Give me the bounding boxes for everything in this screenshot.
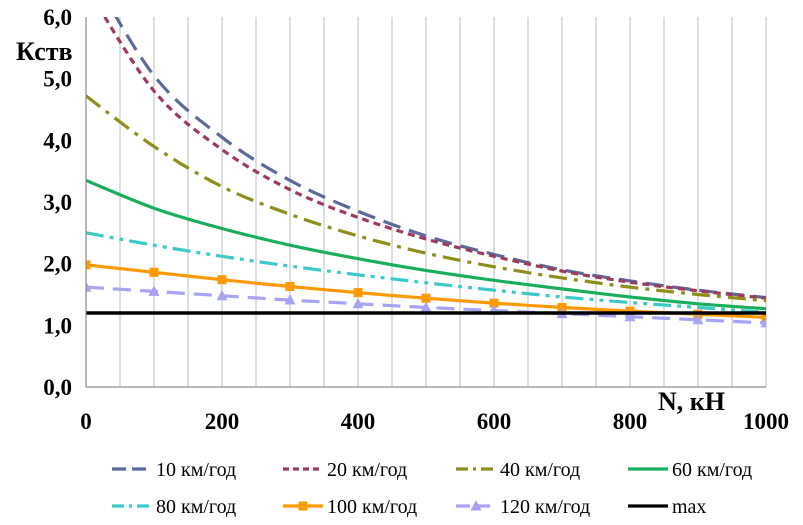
ticks: 0 200 400 600 800 1000 0,0 1,0 2,0 3,0 4,0 5,0 6,0: [43, 5, 789, 434]
series-layer: [86, 17, 766, 328]
data-point-100: [557, 302, 567, 312]
data-point-100: [86, 260, 91, 270]
legend-item-60: 60 км/год: [628, 459, 752, 481]
legend-item-100: 100 км/год: [283, 496, 417, 518]
y-tick-label: 0,0: [43, 375, 72, 400]
legend-marker: [470, 500, 482, 511]
legend-marker: [298, 501, 308, 511]
x-tick-label: 200: [205, 409, 240, 434]
y-tick-label: 5,0: [43, 67, 72, 92]
data-point-120: [420, 301, 432, 312]
axes: [85, 17, 766, 388]
legend-label: 60 км/год: [672, 459, 752, 481]
data-point-100: [421, 293, 431, 303]
data-point-100: [353, 288, 363, 298]
series-line-60: [86, 178, 766, 311]
y-tick-label: 6,0: [43, 5, 72, 30]
legend-item-120: 120 км/год: [456, 496, 590, 518]
y-tick-label: 4,0: [43, 128, 72, 153]
y-axis-label: Кств: [16, 37, 73, 66]
data-point-120: [86, 281, 92, 292]
legend-label: 20 км/год: [327, 459, 407, 481]
legend-item-10: 10 км/год: [112, 459, 236, 481]
legend: 10 км/год 20 км/год 40 км/год 60 км/год 80 к…: [112, 459, 752, 518]
legend-label: max: [672, 496, 706, 518]
legend-label: 100 км/год: [327, 496, 417, 518]
data-point-100: [489, 298, 499, 308]
data-point-120: [148, 285, 160, 296]
y-tick-label: 1,0: [43, 313, 72, 338]
data-point-120: [352, 297, 364, 309]
legend-item-80: 80 км/год: [112, 496, 236, 518]
x-axis-label: N, кН: [658, 387, 725, 416]
data-point-100: [285, 281, 295, 291]
y-tick-label: 3,0: [43, 190, 72, 215]
legend-label: 80 км/год: [156, 496, 236, 518]
y-tick-label: 2,0: [43, 252, 72, 277]
legend-label: 10 км/год: [156, 459, 236, 481]
x-tick-label: 600: [477, 409, 512, 434]
data-point-100: [761, 312, 766, 322]
x-tick-label: 800: [613, 409, 648, 434]
x-tick-label: 400: [341, 409, 376, 434]
data-point-120: [760, 316, 766, 328]
grid: [119, 17, 767, 387]
series-line-80: [86, 231, 766, 314]
data-point-120: [216, 289, 228, 301]
legend-item-40: 40 км/год: [456, 459, 580, 481]
x-tick-label: 0: [80, 409, 92, 434]
series-line-10: [114, 17, 766, 300]
data-point-100: [217, 275, 227, 285]
data-point-120: [624, 310, 636, 322]
x-tick-label: 1000: [743, 409, 789, 434]
series-line-40: [86, 94, 766, 303]
legend-item-max: max: [628, 496, 706, 518]
data-point-100: [149, 267, 159, 277]
series-line-20: [102, 17, 766, 300]
data-point-120: [284, 294, 296, 305]
legend-label: 40 км/год: [500, 459, 580, 481]
legend-item-20: 20 км/год: [283, 459, 407, 481]
data-point-120: [692, 313, 704, 325]
legend-label: 120 км/год: [500, 496, 590, 518]
